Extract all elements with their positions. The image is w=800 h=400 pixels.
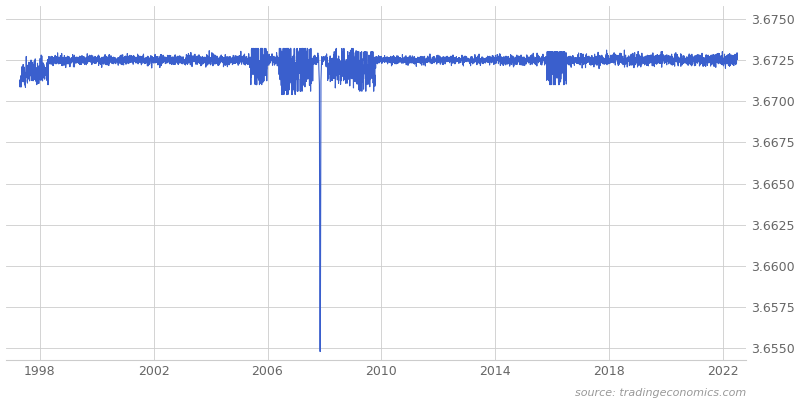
Text: source: tradingeconomics.com: source: tradingeconomics.com (574, 388, 746, 398)
